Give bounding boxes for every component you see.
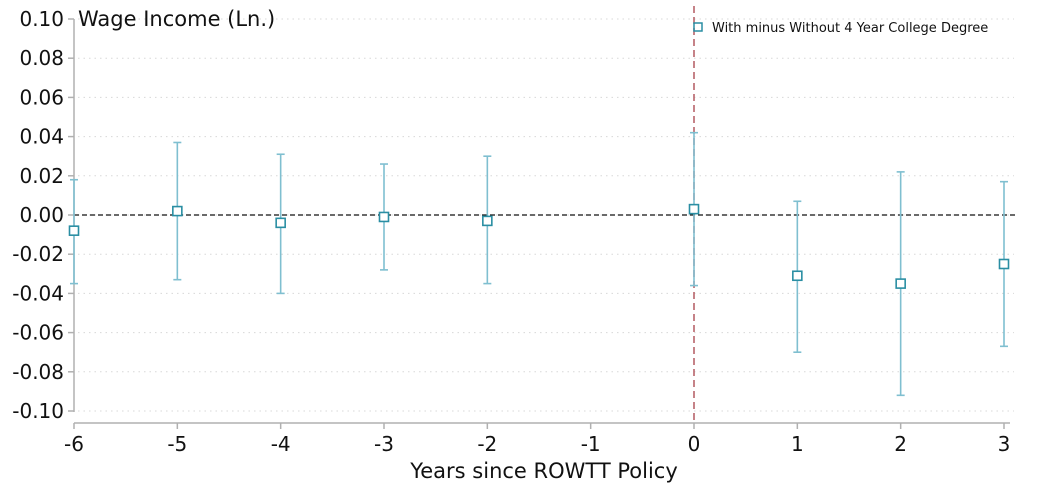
point-estimate-marker: [998, 258, 1010, 270]
legend-marker: [693, 22, 703, 32]
point-estimate-marker: [482, 215, 493, 227]
y-tick-label: -0.04: [12, 281, 64, 305]
y-tick-label: -0.06: [12, 321, 64, 345]
legend: With minus Without 4 Year College Degree: [693, 21, 988, 36]
y-tick-label: 0.04: [19, 125, 64, 149]
x-tick-label: 3: [998, 432, 1011, 456]
y-tick-label: 0.02: [19, 164, 64, 188]
point-estimate-marker: [275, 217, 286, 229]
y-tick-label: 0.08: [19, 46, 64, 70]
x-tick-label: -6: [64, 432, 84, 456]
y-tick-label: 0.00: [19, 203, 64, 227]
point-estimate-marker: [378, 211, 390, 223]
y-tick-label: -0.10: [12, 399, 64, 423]
y-tick-label: 0.10: [19, 7, 64, 31]
point-estimates: [68, 203, 1010, 289]
y-tick-label: -0.02: [12, 242, 64, 266]
point-estimate-marker: [172, 205, 183, 217]
x-tick-label: -2: [477, 432, 497, 456]
axes: [68, 18, 1010, 429]
x-tick-label: 2: [894, 432, 907, 456]
y-tick-label: -0.08: [12, 360, 64, 384]
y-tick-label: 0.06: [19, 85, 64, 109]
point-estimate-marker: [688, 203, 700, 215]
reference-lines: [74, 6, 1016, 423]
x-tick-label: -5: [167, 432, 187, 456]
x-axis-title: Years since ROWTT Policy: [409, 459, 678, 483]
x-tick-label: -4: [271, 432, 291, 456]
x-tick-label: 1: [791, 432, 804, 456]
tick-labels: 0.10 0.08 0.06 0.04 0.02 0.00 -0.02 -0.04 -0.06 -…: [12, 7, 1010, 456]
point-estimate-marker: [792, 270, 803, 282]
x-tick-label: 0: [688, 432, 701, 456]
legend-label: With minus Without 4 Year College Degree: [712, 21, 988, 36]
point-estimate-marker: [895, 278, 906, 289]
x-tick-label: -3: [374, 432, 394, 456]
x-tick-label: -1: [581, 432, 601, 456]
point-estimate-marker: [68, 225, 80, 236]
confidence-intervals: [70, 131, 1008, 397]
y-axis-title: Wage Income (Ln.): [78, 7, 275, 31]
